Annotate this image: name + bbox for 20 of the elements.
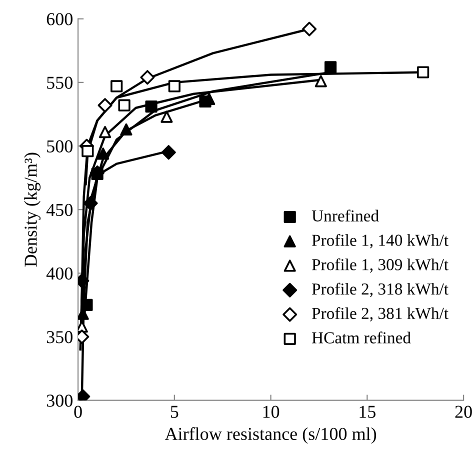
x-tick-label: 0 [74, 406, 82, 418]
y-tick-label: 400 [46, 267, 72, 280]
y-tick-label: 450 [46, 204, 72, 216]
y-tick-label: 350 [46, 331, 72, 344]
legend-label: Profile 2, 381 kWh/t [312, 307, 448, 322]
x-axis-title: Airflow resistance (s/100 ml) [164, 427, 376, 444]
legend-label: Profile 2, 318 kWh/t [312, 282, 448, 298]
legend-label: Profile 1, 309 kWh/t [312, 258, 448, 273]
x-tick-label: 15 [360, 406, 376, 418]
y-tick-label: 550 [47, 76, 72, 89]
x-tick-label: 20 [455, 406, 472, 418]
y-tick-label: 600 [46, 13, 72, 26]
x-tick-label: 10 [263, 406, 280, 418]
y-tick-label: 300 [46, 394, 72, 407]
legend-label: Unrefined [312, 210, 379, 222]
legend-label: HCatm refined [312, 332, 411, 344]
x-tick-label: 5 [170, 406, 178, 418]
y-tick-label: 500 [47, 140, 72, 152]
y-axis-title: Density (kg/m³) [24, 152, 41, 267]
legend-label: Profile 1, 140 kWh/t [312, 234, 448, 248]
